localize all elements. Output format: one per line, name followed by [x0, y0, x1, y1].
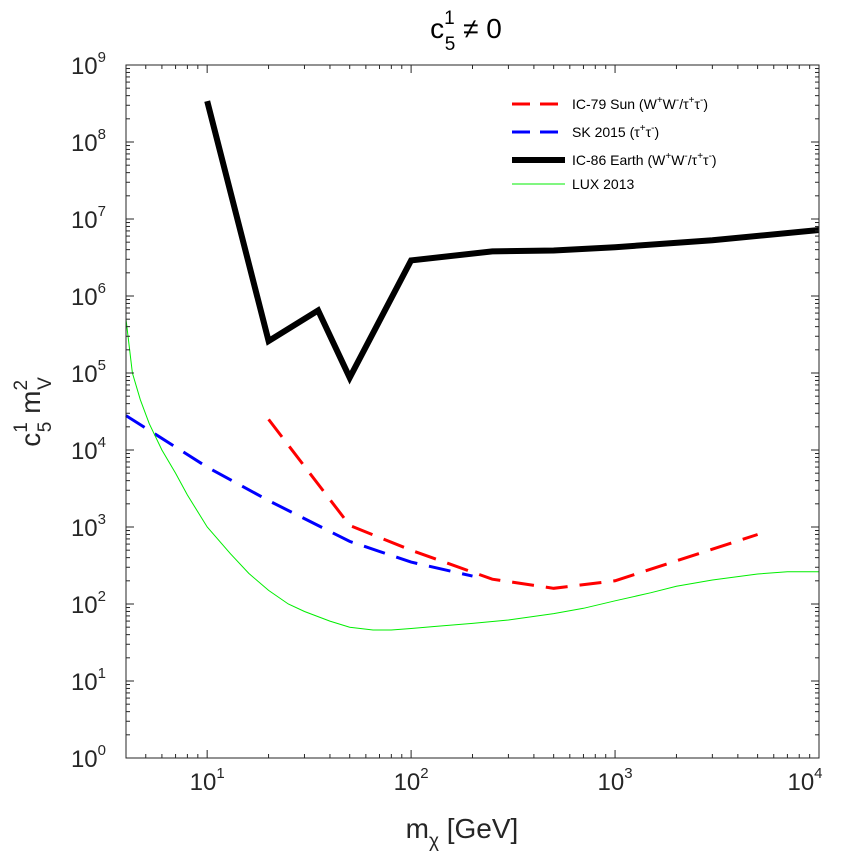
ylabel-base2: m — [15, 391, 46, 422]
ticks-layer — [125, 65, 819, 759]
series-line-1 — [125, 414, 473, 578]
x-tick-label: 104 — [787, 765, 822, 796]
series-line-3 — [125, 319, 819, 631]
legend-label-1: SK 2015 (τ+τ-) — [572, 123, 659, 140]
chart-title: c1 5 ≠ 0 — [430, 8, 502, 55]
legend-label-0: IC-79 Sun (W+W-/τ+τ-) — [572, 95, 708, 112]
x-axis-label: mχ [GeV] — [406, 813, 519, 852]
xlabel-base: m — [406, 813, 429, 844]
legend-label-2: IC-86 Earth (W+W-/τ+τ-) — [572, 151, 717, 168]
plot-background — [126, 65, 819, 758]
xlabel-sub: χ — [429, 831, 439, 852]
x-tick-label: 102 — [394, 765, 429, 796]
plot-area — [125, 64, 820, 759]
ylabel-sub1: 5 — [35, 422, 56, 433]
ylabel-sub2: V — [35, 377, 56, 390]
series-line-2 — [204, 100, 820, 385]
ylabel-base1: c — [15, 433, 46, 447]
y-tick-label: 100 — [71, 742, 106, 773]
y-tick-labels: 100 101 102 103 104 105 106 107 108 109 — [71, 49, 106, 773]
y-tick-label: 106 — [71, 280, 106, 311]
xlabel-tail: [GeV] — [439, 813, 518, 844]
y-tick-label: 103 — [71, 511, 106, 542]
legend-label-3: LUX 2013 — [572, 176, 634, 192]
ylabel-sup2: 2 — [11, 380, 32, 391]
x-tick-label: 101 — [190, 765, 225, 796]
series-layer — [125, 100, 820, 631]
y-tick-label: 104 — [71, 434, 106, 465]
title-sub: 5 — [445, 34, 456, 55]
title-sup: 1 — [444, 8, 455, 29]
y-tick-label: 105 — [71, 357, 106, 388]
y-axis-label: c1 5 m2 V — [11, 377, 56, 447]
y-tick-label: 107 — [71, 203, 106, 234]
y-tick-label: 102 — [71, 588, 106, 619]
y-tick-label: 101 — [71, 665, 106, 696]
legend: IC-79 Sun (W+W-/τ+τ-) SK 2015 (τ+τ-) IC-86… — [512, 95, 717, 192]
series-line-0 — [267, 418, 759, 590]
x-tick-labels: 101 102 103 104 — [190, 765, 823, 796]
y-tick-label: 109 — [71, 49, 106, 80]
x-tick-label: 103 — [598, 765, 633, 796]
ylabel-sup1: 1 — [11, 422, 32, 433]
title-base: c — [430, 13, 444, 44]
y-tick-label: 108 — [71, 126, 106, 157]
title-tail: ≠ 0 — [455, 13, 502, 44]
